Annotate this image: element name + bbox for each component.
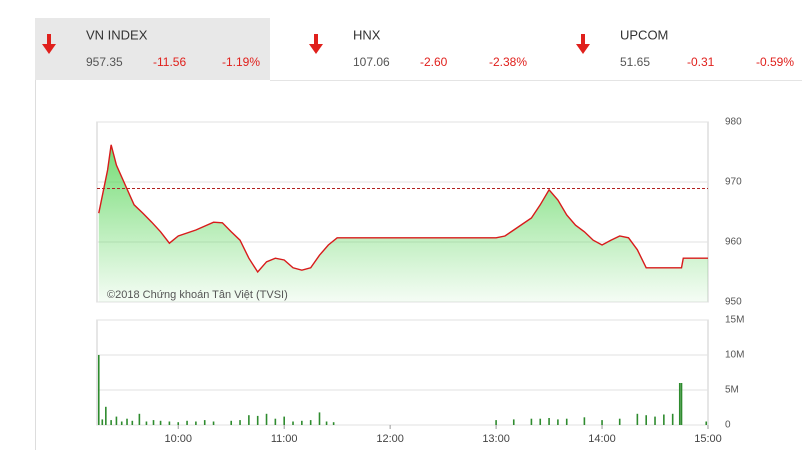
volume-bar: [110, 420, 112, 425]
area: [98, 144, 709, 302]
volume-bar: [203, 420, 206, 425]
volume-bar: [557, 419, 559, 425]
index-percent: -1.19%: [222, 55, 260, 69]
index-name: HNX: [353, 27, 381, 42]
volume-bar: [539, 418, 542, 425]
plot-frame: [96, 319, 709, 426]
index-percent: -0.59%: [756, 55, 794, 69]
volume-bar: [705, 421, 708, 425]
index-value: 51.65: [620, 55, 650, 69]
index-value: 107.06: [353, 55, 390, 69]
index-change: -2.60: [420, 55, 448, 69]
volume-bar: [97, 355, 100, 425]
volume-bar: [152, 420, 155, 425]
x-tick-label: 15:00: [694, 433, 722, 445]
volume-bar: [283, 416, 285, 425]
volume-bar: [131, 420, 134, 425]
volume-bar: [680, 383, 683, 425]
y-tick-label: 950: [725, 297, 742, 308]
volume-bar: [120, 421, 123, 425]
volume-bar: [325, 421, 328, 425]
volume-bar: [168, 421, 171, 425]
y-tick-label: 970: [725, 177, 742, 188]
y-tick-label: 5M: [725, 385, 739, 396]
volume-bar: [115, 416, 118, 425]
volume-bar: [301, 420, 303, 425]
x-tick-label: 14:00: [588, 433, 616, 445]
price-line: [98, 144, 708, 274]
x-tick-label: 10:00: [164, 433, 192, 445]
index-name: UPCOM: [620, 27, 668, 42]
watermark: ©2018 Chứng khoán Tân Việt (TVSI): [107, 289, 288, 301]
volume-bar: [663, 414, 665, 425]
y-tick-label: 0: [725, 420, 731, 431]
volume-bar: [495, 420, 497, 425]
volume-bar: [145, 421, 148, 425]
volume-bar: [318, 412, 321, 425]
y-tick-label: 980: [725, 117, 742, 128]
down-arrow: [309, 34, 323, 54]
volume-bar: [101, 419, 104, 425]
index-change: -11.56: [153, 55, 186, 69]
x-tick-label: 11:00: [271, 433, 298, 445]
index-change: -0.31: [687, 55, 715, 69]
volume-bar: [105, 406, 107, 425]
volume-bar: [248, 415, 250, 425]
volume-bar: [265, 413, 268, 425]
y-tick-label: 960: [725, 237, 742, 248]
volume-bar: [636, 413, 639, 425]
volume-bar: [292, 421, 294, 425]
y-tick-label: 10M: [725, 350, 744, 361]
volume-bar: [583, 417, 586, 425]
volume-bar: [212, 421, 215, 425]
index-value: 957.35: [86, 55, 123, 69]
index-percent: -2.38%: [489, 55, 527, 69]
volume-bar: [138, 413, 141, 425]
volume-bar: [256, 415, 259, 425]
volume-bar: [274, 418, 277, 425]
volume-bar: [654, 416, 656, 425]
y-tick-label: 15M: [725, 315, 744, 326]
volume-bar: [548, 418, 550, 425]
x-tick-label: 12:00: [376, 433, 404, 445]
volume-bar: [309, 420, 312, 425]
x-tick-label: 13:00: [482, 433, 510, 445]
index-name: VN INDEX: [86, 27, 148, 42]
active-tile: [35, 18, 270, 80]
volume-bar: [126, 418, 128, 425]
volume-bar: [332, 422, 335, 425]
volume-bar: [530, 418, 533, 425]
volume-bar: [159, 420, 162, 425]
volume-bar: [230, 420, 233, 425]
volume-bar: [618, 418, 621, 425]
volume-bar: [565, 418, 568, 425]
volume-bar: [645, 415, 647, 425]
volume-bar: [671, 413, 674, 425]
volume-bar: [239, 420, 241, 425]
volume-bar: [177, 422, 180, 425]
volume-bar: [601, 420, 603, 425]
volume-bar: [512, 419, 515, 425]
volume-bar: [186, 420, 188, 425]
volume-bar: [678, 383, 681, 425]
down-arrow: [576, 34, 590, 54]
volume-bar: [195, 421, 197, 425]
down-arrow: [42, 34, 56, 54]
